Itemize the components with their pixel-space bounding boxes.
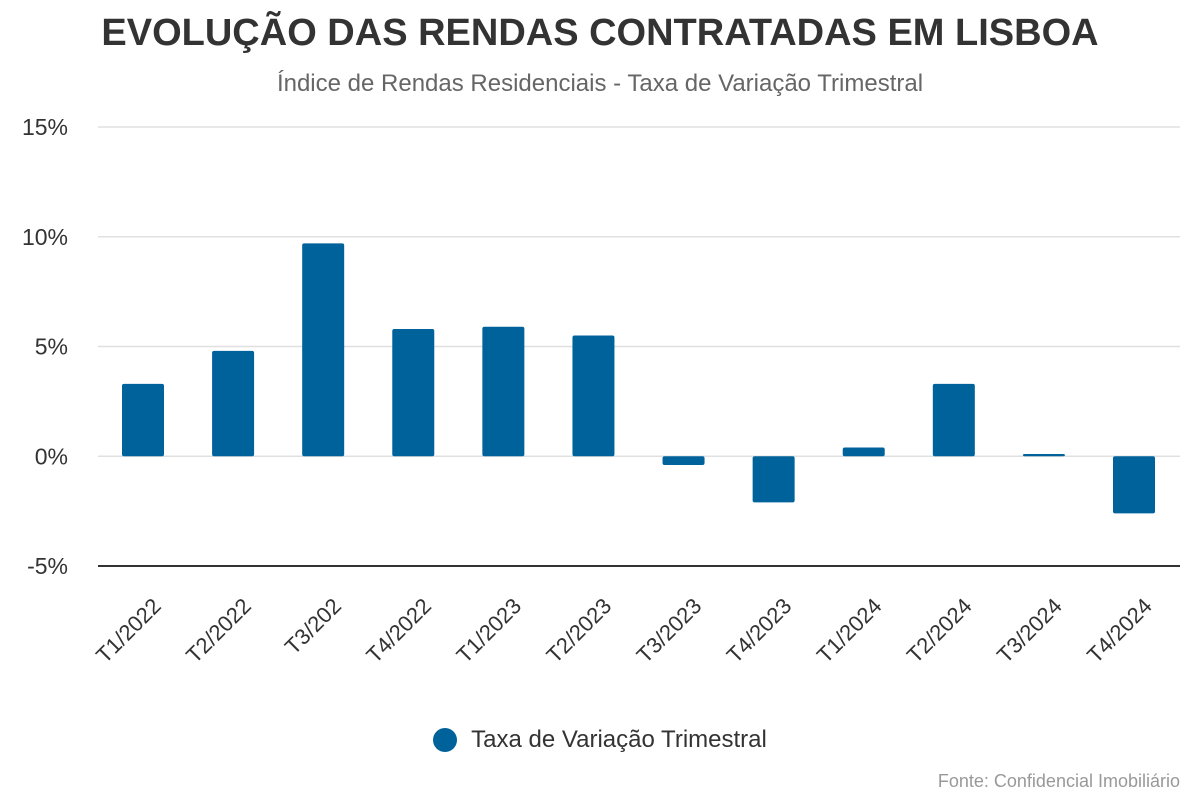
y-tick-label: 0% bbox=[35, 443, 68, 469]
x-tick-label: T4/2022 bbox=[361, 593, 436, 668]
chart-subtitle: Índice de Rendas Residenciais - Taxa de … bbox=[276, 70, 924, 97]
x-tick-label: T1/2023 bbox=[451, 593, 526, 668]
x-tick-label: T2/2023 bbox=[542, 593, 617, 668]
legend: Taxa de Variação Trimestral bbox=[0, 726, 1200, 754]
y-tick-label: -5% bbox=[27, 553, 68, 579]
x-tick-label: T3/202 bbox=[280, 593, 346, 659]
x-tick-label: T1/2024 bbox=[812, 593, 887, 668]
y-tick-label: 10% bbox=[22, 224, 68, 250]
bar bbox=[842, 447, 885, 457]
bar bbox=[392, 328, 435, 457]
bar bbox=[1113, 456, 1155, 514]
x-axis-ticks: T1/2022 T2/2022 T3/202 T4/2022 T1/2023 T2/202… bbox=[91, 593, 1157, 668]
bar bbox=[482, 326, 525, 457]
y-axis-ticks: -5% 0% 5% 10% 15% bbox=[22, 114, 68, 579]
y-tick-label: 5% bbox=[35, 334, 68, 360]
x-tick-label: T2/2022 bbox=[181, 593, 256, 668]
legend-swatch bbox=[433, 728, 458, 752]
bar bbox=[752, 456, 795, 503]
x-tick-label: T4/2024 bbox=[1082, 593, 1157, 668]
x-tick-label: T4/2023 bbox=[722, 593, 797, 668]
bar bbox=[1022, 454, 1065, 457]
source-note: Fonte: Confidencial Imobiliário bbox=[937, 771, 1180, 791]
bars bbox=[122, 243, 1155, 514]
grid-lines bbox=[98, 126, 1180, 567]
bar bbox=[572, 335, 615, 457]
bar bbox=[932, 383, 975, 457]
x-tick-label: T3/2024 bbox=[992, 593, 1067, 668]
bar bbox=[302, 243, 345, 457]
legend-label: Taxa de Variação Trimestral bbox=[471, 726, 767, 753]
x-tick-label: T2/2024 bbox=[902, 593, 977, 668]
bar bbox=[662, 456, 705, 466]
x-tick-label: T1/2022 bbox=[91, 593, 166, 668]
y-tick-label: 15% bbox=[22, 114, 68, 140]
bar bbox=[122, 383, 164, 457]
bar bbox=[212, 350, 255, 457]
x-tick-label: T3/2023 bbox=[632, 593, 707, 668]
chart-title: EVOLUÇÃO DAS RENDAS CONTRATADAS EM LISBO… bbox=[101, 12, 1099, 54]
